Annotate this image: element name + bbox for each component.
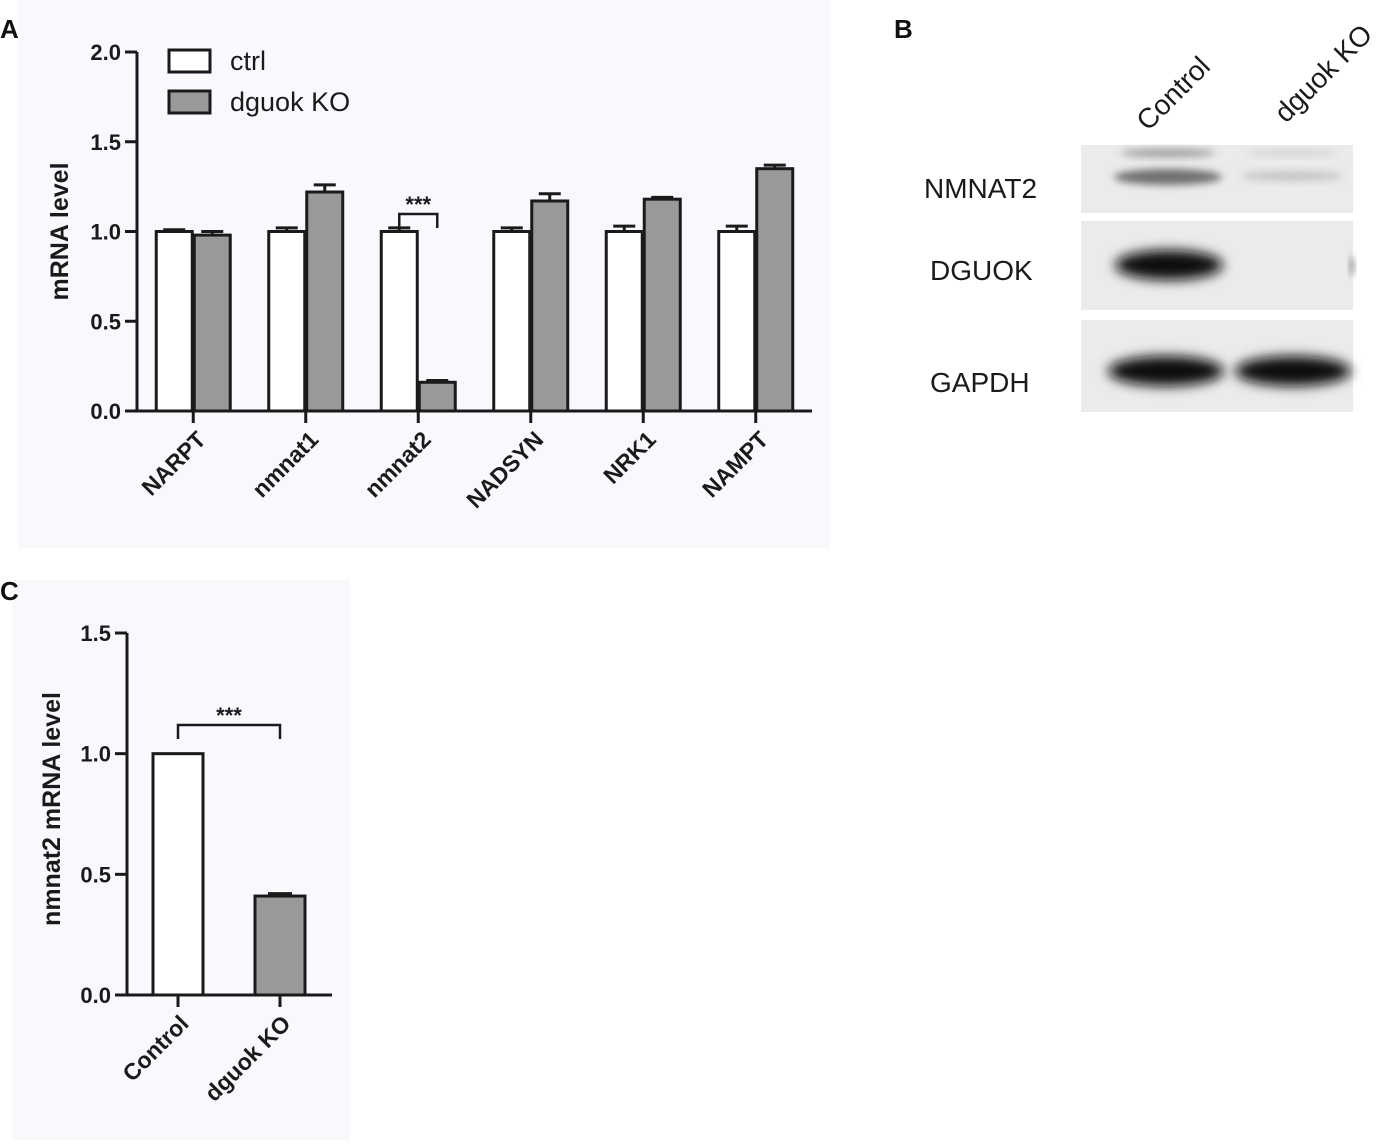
y-tick-label-0-0: 0.0 [80, 983, 111, 1008]
legend-label-ctrl: ctrl [230, 46, 266, 76]
legend-swatch-ctrl [167, 48, 212, 74]
bar-dguok-ko-narpt [192, 233, 232, 413]
y-axis-title: nmnat2 mRNA level [38, 692, 66, 926]
wb-lane-label-control: Control [1130, 50, 1216, 136]
bar-ctrl-nampt [717, 230, 757, 413]
y-tick-label-1-5: 1.5 [90, 130, 121, 155]
bar-dguok-ko-nmnat2 [417, 380, 457, 413]
bar-ctrl-nrk1 [604, 230, 644, 413]
bar-ctrl-nadsyn [492, 230, 532, 413]
bar-dguok-ko-nadsyn [530, 199, 570, 413]
y-tick-label-2-0: 2.0 [90, 40, 121, 65]
wb-row-label-nmnat2: NMNAT2 [924, 173, 1037, 204]
panel-a-background [18, 0, 830, 548]
significance-stars: *** [216, 703, 242, 728]
bar-ctrl-nmnat1 [267, 230, 307, 413]
panel-label-a: A [0, 14, 19, 44]
bar-control [151, 752, 205, 997]
wb-strip-dguok [1081, 221, 1355, 310]
legend-label-dguok-ko: dguok KO [230, 87, 350, 117]
wb-lane-label-dguok-ko: dguok KO [1268, 18, 1376, 128]
bar-dguok-ko-nampt [755, 167, 795, 413]
panel-label-b: B [894, 14, 913, 44]
significance-stars: *** [405, 192, 431, 217]
y-tick-label-1-0: 1.0 [90, 220, 121, 245]
legend-swatch-dguok-ko [167, 89, 212, 115]
y-tick-label-0-5: 0.5 [80, 862, 111, 887]
y-tick-label-0-0: 0.0 [90, 399, 121, 424]
y-axis-title: mRNA level [46, 162, 74, 300]
bar-dguok-ko-nrk1 [642, 197, 682, 413]
significance-bracket [398, 212, 439, 228]
wb-row-label-gapdh: GAPDH [930, 367, 1030, 398]
bar-ctrl-nmnat2 [379, 230, 419, 413]
y-tick-label-1-5: 1.5 [80, 621, 111, 646]
panel-label-c: C [0, 576, 19, 606]
y-tick-label-0-5: 0.5 [90, 309, 121, 334]
significance-bracket [176, 723, 282, 739]
wb-strip-gapdh [1081, 320, 1353, 412]
wb-row-label-dguok: DGUOK [930, 255, 1033, 286]
bar-dguok-ko-nmnat1 [305, 190, 345, 413]
western-blot: Control dguok KO NMNAT2 DGUOK GAPDH [924, 18, 1376, 412]
wb-strip-nmnat2 [1081, 145, 1353, 213]
y-tick-label-1-0: 1.0 [80, 742, 111, 767]
bar-dguok-ko [253, 894, 307, 997]
bar-ctrl-narpt [154, 230, 194, 413]
